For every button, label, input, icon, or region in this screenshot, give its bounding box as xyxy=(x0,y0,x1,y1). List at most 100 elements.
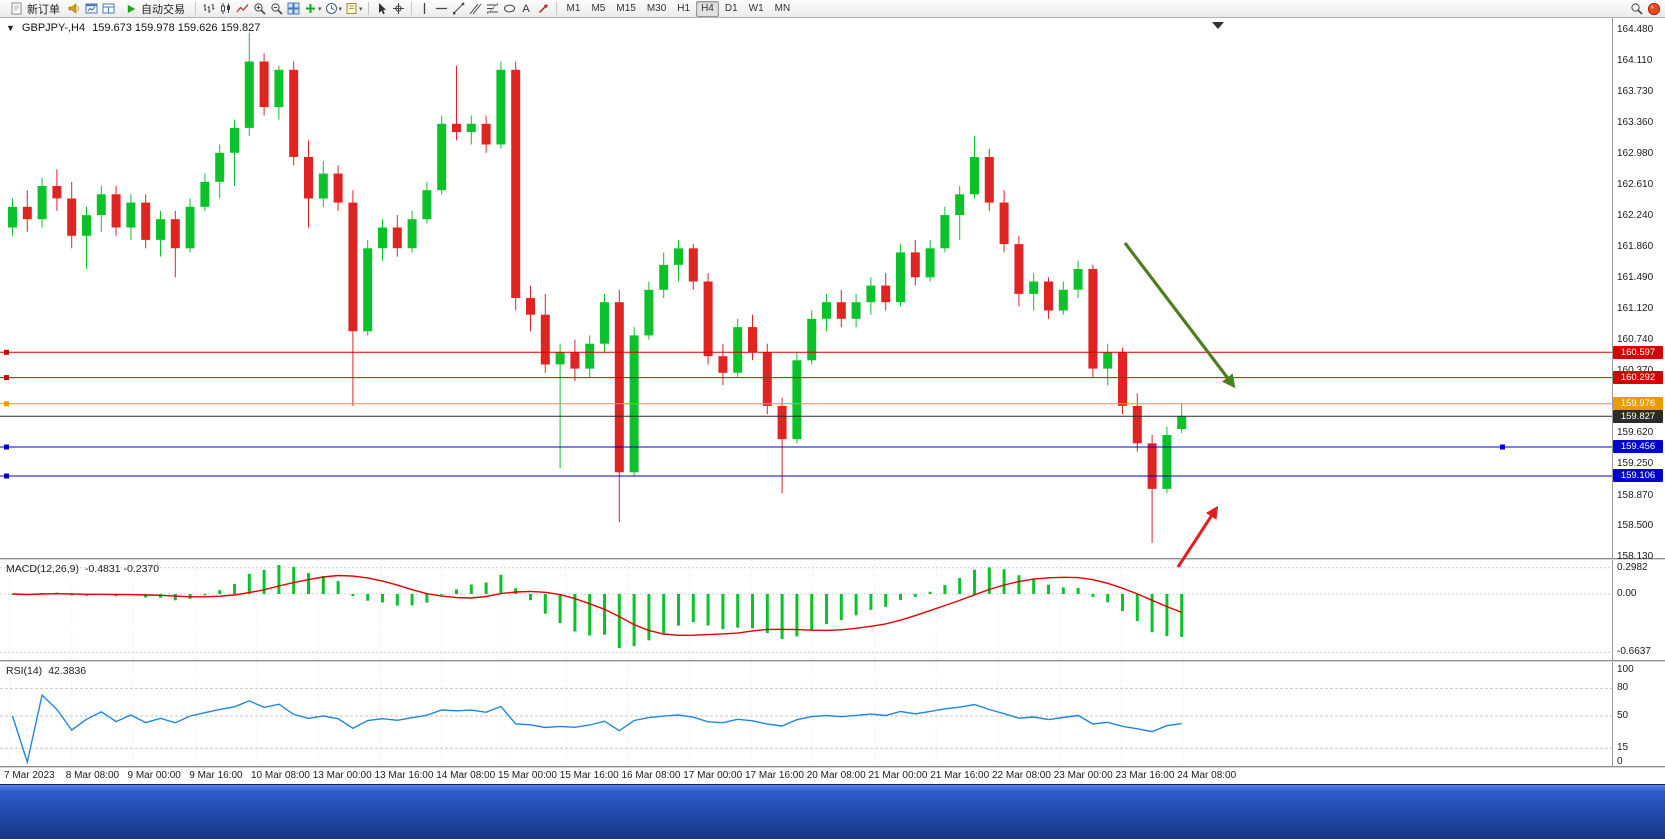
time-axis-label: 16 Mar 08:00 xyxy=(621,770,681,781)
time-axis-label: 10 Mar 08:00 xyxy=(251,770,310,781)
auto-trading-button[interactable]: 自动交易 xyxy=(118,0,190,18)
rsi-axis-label: 15 xyxy=(1617,742,1629,754)
sound-horn-icon[interactable] xyxy=(67,1,82,16)
chart-symbol-period: GBPJPY-,H4 xyxy=(21,22,86,34)
price-axis-label: 159.250 xyxy=(1617,458,1654,470)
time-axis-label: 15 Mar 16:00 xyxy=(559,770,619,781)
price-axis-label: 162.980 xyxy=(1617,148,1654,160)
candlestick-chart-icon[interactable] xyxy=(218,1,233,16)
price-axis-label: 159.620 xyxy=(1617,427,1654,439)
bar-chart-icon[interactable] xyxy=(201,1,216,16)
time-axis-label: 9 Mar 00:00 xyxy=(127,770,181,781)
taskbar[interactable] xyxy=(0,784,1665,839)
time-axis-label: 13 Mar 00:00 xyxy=(312,770,372,781)
price-tag-159.827: 159.827 xyxy=(1613,409,1663,423)
periods-dropdown-caret[interactable]: ▾ xyxy=(338,5,343,13)
price-axis-label: 160.370 xyxy=(1617,365,1654,377)
fibonacci-tool-icon[interactable] xyxy=(485,1,500,16)
cursor-icon[interactable] xyxy=(374,1,389,16)
main-toolbar: 新订单 自动交易 ▾ ▾ ▾ xyxy=(0,0,1665,18)
price-axis-label: 161.120 xyxy=(1617,302,1654,314)
price-axis-label: 164.480 xyxy=(1617,24,1654,35)
chart-window[interactable]: ▼ GBPJPY-,H4 159.673 159.978 159.626 159… xyxy=(0,18,1665,784)
text-tool-icon[interactable]: A xyxy=(522,2,530,15)
time-axis-label: 7 Mar 2023 xyxy=(4,770,55,781)
time-axis-label: 23 Mar 00:00 xyxy=(1053,770,1113,781)
price-axis-label: 161.490 xyxy=(1617,272,1654,284)
price-axis-label: 162.240 xyxy=(1617,209,1654,221)
time-axis-label: 23 Mar 16:00 xyxy=(1115,770,1175,781)
price-axis-line xyxy=(1612,18,1613,768)
chart-shift-marker xyxy=(1212,22,1224,29)
macd-panel[interactable] xyxy=(0,560,1612,660)
zoom-out-icon[interactable] xyxy=(269,1,284,16)
price-axis-label: 164.110 xyxy=(1617,54,1653,66)
price-axis-label: 163.730 xyxy=(1617,86,1654,98)
timeframe-button-m1[interactable]: M1 xyxy=(566,2,581,14)
price-tag-160.597: 160.597 xyxy=(1613,345,1663,359)
toolbar-separator xyxy=(195,2,196,15)
rsi-value: 42.3836 xyxy=(48,665,87,677)
time-axis-label: 21 Mar 16:00 xyxy=(930,770,990,781)
trendline-tool-icon[interactable] xyxy=(451,1,466,16)
horizontal-line-tool-icon[interactable] xyxy=(434,1,449,16)
rsi-axis-label: 50 xyxy=(1617,710,1629,721)
search-icon[interactable] xyxy=(1629,1,1644,16)
macd-axis-label: 0.00 xyxy=(1617,588,1637,599)
timeframe-button-m30[interactable]: M30 xyxy=(646,2,667,14)
new-order-label: 新订单 xyxy=(27,3,60,16)
candlesticks xyxy=(8,32,1187,543)
panel-separator-bottom xyxy=(0,766,1665,768)
macd-axis-label: 0.2982 xyxy=(1617,561,1648,573)
price-axis-label: 162.610 xyxy=(1617,179,1654,191)
channel-tool-icon[interactable] xyxy=(468,1,483,16)
time-axis-label: 21 Mar 00:00 xyxy=(868,770,928,781)
rsi-panel[interactable] xyxy=(0,662,1612,766)
price-axis-label: 160.740 xyxy=(1617,334,1654,346)
time-axis-label: 17 Mar 16:00 xyxy=(745,770,804,781)
rsi-line xyxy=(11,693,1182,765)
charts-grid-icon[interactable] xyxy=(84,1,99,16)
panel-separator-macd[interactable] xyxy=(0,558,1665,560)
notification-icon[interactable] xyxy=(1646,1,1661,16)
tile-windows-icon[interactable] xyxy=(286,1,301,16)
toolbar-separator xyxy=(410,2,412,15)
main-chart-canvas[interactable] xyxy=(0,18,1612,558)
arrows-tool-icon[interactable] xyxy=(536,1,551,16)
price-axis-label: 158.130 xyxy=(1617,551,1654,562)
time-axis-label: 17 Mar 00:00 xyxy=(683,770,743,781)
indicators-icon[interactable] xyxy=(303,1,318,16)
time-axis-label: 24 Mar 08:00 xyxy=(1177,770,1237,781)
price-tag-159.106: 159.106 xyxy=(1613,469,1663,483)
indicators-dropdown-caret[interactable]: ▾ xyxy=(318,5,322,13)
new-order-button[interactable]: 新订单 xyxy=(4,0,65,18)
rsi-axis-label: 80 xyxy=(1617,682,1629,694)
macd-axis-label: -0.6637 xyxy=(1617,646,1651,658)
zoom-in-icon[interactable] xyxy=(252,1,267,16)
timeframe-button-m15[interactable]: M15 xyxy=(616,2,636,14)
timeframe-toolbar: M1 M5 M15 M30 H1 H4 D1 W1 MN xyxy=(562,0,796,17)
one-click-trading-arrow[interactable]: ▼ xyxy=(6,23,15,33)
shapes-tool-icon[interactable] xyxy=(502,1,517,16)
price-tag-159.976: 159.976 xyxy=(1613,397,1663,411)
timeframe-button-h4[interactable]: H4 xyxy=(696,0,719,17)
templates-dropdown-caret[interactable]: ▾ xyxy=(359,5,363,13)
rsi-label: RSI(14) 42.3836 xyxy=(6,665,86,677)
time-axis-label: 13 Mar 16:00 xyxy=(374,770,434,781)
templates-icon[interactable] xyxy=(344,1,359,16)
line-chart-icon[interactable] xyxy=(235,1,250,16)
timeframe-button-mn[interactable]: MN xyxy=(774,2,791,14)
timeframe-button-m5[interactable]: M5 xyxy=(591,2,606,14)
macd-signal-line xyxy=(12,574,1182,637)
time-axis[interactable]: 7 Mar 2023 8 Mar 08:00 9 Mar 00:00 9 Mar 16… xyxy=(0,768,1612,784)
data-window-icon[interactable] xyxy=(101,1,116,16)
periods-clock-icon[interactable] xyxy=(324,1,339,16)
crosshair-icon[interactable] xyxy=(391,1,406,16)
timeframe-button-h1[interactable]: H1 xyxy=(677,2,691,14)
vertical-line-tool-icon[interactable] xyxy=(417,1,432,16)
timeframe-button-w1[interactable]: W1 xyxy=(748,2,764,14)
time-axis-label: 9 Mar 16:00 xyxy=(189,770,243,781)
price-axis-label: 163.360 xyxy=(1617,116,1654,128)
timeframe-button-d1[interactable]: D1 xyxy=(724,2,738,14)
panel-separator-rsi[interactable] xyxy=(0,660,1665,662)
